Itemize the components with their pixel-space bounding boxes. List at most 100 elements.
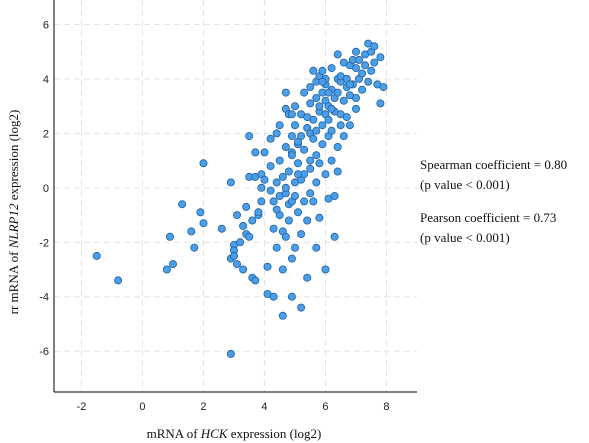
data-point xyxy=(300,145,309,154)
data-point xyxy=(248,216,257,225)
data-point xyxy=(272,129,281,138)
data-point xyxy=(297,230,306,239)
data-point xyxy=(275,156,284,165)
data-point xyxy=(358,69,367,78)
data-point xyxy=(327,126,336,135)
data-point xyxy=(297,303,306,312)
data-point xyxy=(260,148,269,157)
data-point xyxy=(281,232,290,241)
data-point xyxy=(312,178,321,187)
data-point xyxy=(367,66,376,75)
data-point xyxy=(287,292,296,301)
data-point xyxy=(254,208,263,217)
data-point xyxy=(190,243,199,252)
data-point xyxy=(351,47,360,56)
data-point xyxy=(303,216,312,225)
data-point xyxy=(351,64,360,73)
data-point xyxy=(287,132,296,141)
data-point xyxy=(92,251,101,260)
data-point xyxy=(168,260,177,269)
data-point xyxy=(315,213,324,222)
x-axis-title-prefix: mRNA of xyxy=(147,426,201,441)
y-tick-label: 0 xyxy=(43,183,49,195)
y-tick-label: 4 xyxy=(43,74,49,86)
data-point xyxy=(303,113,312,122)
data-point xyxy=(315,159,324,168)
data-point xyxy=(364,77,373,86)
data-point xyxy=(232,260,241,269)
data-point xyxy=(236,238,245,247)
data-point xyxy=(293,208,302,217)
data-point xyxy=(370,58,379,67)
data-point xyxy=(351,94,360,103)
data-point xyxy=(257,197,266,206)
x-tick-label: 4 xyxy=(261,401,267,413)
data-point xyxy=(266,186,275,195)
data-point xyxy=(269,292,278,301)
data-points xyxy=(92,39,388,358)
data-point xyxy=(318,140,327,149)
data-point xyxy=(245,232,254,241)
data-point xyxy=(278,265,287,274)
x-tick-label: -2 xyxy=(77,401,87,413)
data-point xyxy=(199,159,208,168)
data-point xyxy=(324,115,333,124)
data-point xyxy=(376,53,385,62)
spearman-annotation: Spearman coefficient = 0.80 xyxy=(420,157,567,172)
data-point xyxy=(321,170,330,179)
data-point xyxy=(281,88,290,97)
x-tick-label: 8 xyxy=(383,401,389,413)
data-point xyxy=(114,276,123,285)
y-tick-label: -2 xyxy=(39,237,49,249)
data-point xyxy=(315,102,324,111)
data-point xyxy=(229,251,238,260)
data-point xyxy=(370,42,379,51)
data-point xyxy=(287,254,296,263)
data-point xyxy=(239,221,248,230)
data-point xyxy=(345,80,354,89)
data-point xyxy=(297,132,306,141)
data-point xyxy=(345,121,354,130)
x-tick-label: 6 xyxy=(322,401,328,413)
data-point xyxy=(342,113,351,122)
data-point xyxy=(196,208,205,217)
data-point xyxy=(242,202,251,211)
data-point xyxy=(281,142,290,151)
data-point xyxy=(300,88,309,97)
data-point xyxy=(358,85,367,94)
data-point xyxy=(226,349,235,358)
y-axis-title: rr mRNA of NLRP12 expression (log2) xyxy=(6,110,21,315)
data-point xyxy=(321,265,330,274)
data-point xyxy=(290,191,299,200)
data-point xyxy=(272,178,281,187)
x-tick-label: 0 xyxy=(139,401,145,413)
axes xyxy=(53,0,417,393)
y-axis-title-prefix: rr mRNA of xyxy=(6,248,21,314)
data-point xyxy=(260,175,269,184)
data-point xyxy=(312,151,321,160)
data-point xyxy=(281,183,290,192)
data-point xyxy=(351,104,360,113)
y-tick-labels: 6 4 2 0 -2 -4 -6 xyxy=(39,20,49,359)
data-point xyxy=(318,77,327,86)
data-point xyxy=(284,167,293,176)
data-point xyxy=(339,132,348,141)
data-point xyxy=(303,273,312,282)
data-point xyxy=(327,156,336,165)
x-axis-title-gene: HCK xyxy=(200,426,229,441)
data-point xyxy=(336,121,345,130)
data-point xyxy=(333,142,342,151)
data-point xyxy=(284,216,293,225)
data-point xyxy=(318,121,327,130)
data-point xyxy=(361,61,370,70)
data-point xyxy=(318,66,327,75)
data-point xyxy=(178,200,187,209)
data-point xyxy=(312,243,321,252)
data-point xyxy=(293,170,302,179)
data-point xyxy=(275,121,284,130)
data-point xyxy=(324,88,333,97)
y-tick-label: 6 xyxy=(43,20,49,32)
data-point xyxy=(306,83,315,92)
data-point xyxy=(278,172,287,181)
